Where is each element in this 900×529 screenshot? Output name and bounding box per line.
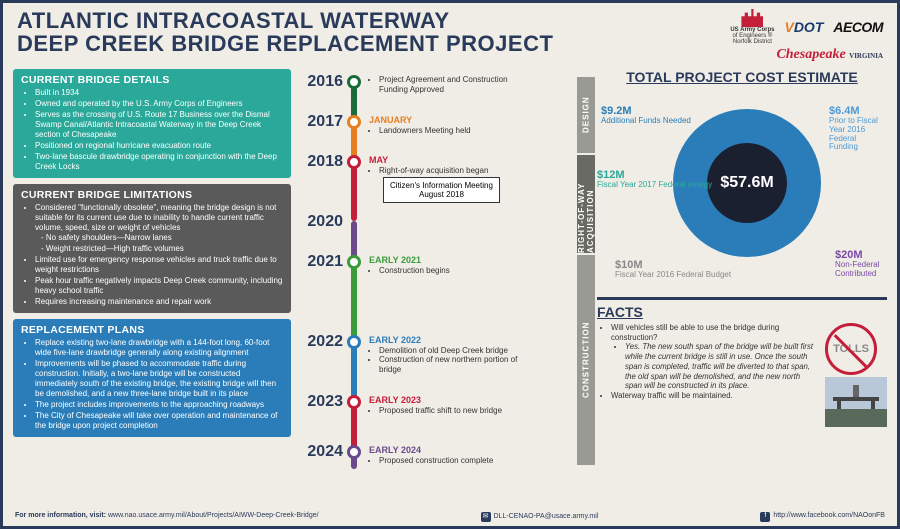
timeline-segment (351, 341, 357, 401)
timeline-dot (347, 395, 361, 409)
no-tolls-icon: TOLLS (825, 323, 877, 375)
facts-q: Will vehicles still be able to use the b… (611, 323, 819, 391)
panel-limits: CURRENT BRIDGE LIMITATIONS Considered "f… (13, 184, 291, 313)
left-column: CURRENT BRIDGE DETAILS Built in 1934Owne… (13, 69, 291, 479)
timeline-phase: RIGHT-OF-WAY ACQUISITION (577, 155, 595, 253)
timeline-year: 2017 (299, 113, 343, 131)
donut-total: $57.6M (707, 143, 787, 223)
list-item: Owned and operated by the U.S. Army Corp… (35, 99, 283, 109)
donut-chart: $57.6M $9.2MAdditional Funds Needed $6.4M… (597, 91, 887, 291)
donut-segment-label: $12MFiscal Year 2017 Federal energy (597, 169, 712, 190)
cost-title: TOTAL PROJECT COST ESTIMATE (597, 69, 887, 85)
list-item: The project includes improvements to the… (35, 400, 283, 410)
timeline-column: 2016 2017 2018 2020 2021 2022 2023 2024 Project … (299, 69, 589, 479)
page-title: ATLANTIC INTRACOASTAL WATERWAY DEEP CREE… (17, 9, 553, 55)
timeline-event: EARLY 2022Demolition of old Deep Creek b… (369, 335, 519, 375)
chesapeake-logo: Chesapeake VIRGINIA (776, 47, 883, 63)
facts-b: Waterway traffic will be maintained. (611, 391, 819, 401)
facts-title: FACTS (597, 304, 887, 320)
timeline-year: 2020 (299, 213, 343, 231)
list-item: Limited use for emergency response vehic… (35, 255, 283, 275)
donut-segment-label: $6.4MPrior to Fiscal Year 2016 Federal F… (829, 105, 887, 152)
list-item: Positioned on regional hurricane evacuat… (35, 141, 283, 151)
timeline-event: Project Agreement and Construction Fundi… (369, 75, 519, 94)
logo-block: US Army Corps of Engineers ® Norfolk Dis… (730, 9, 883, 63)
aecom-logo: AECOM (833, 19, 883, 35)
facts-a: Yes. The new south span of the bridge wi… (625, 342, 819, 391)
timeline-year: 2023 (299, 393, 343, 411)
footer: For more information, visit: www.nao.usa… (3, 512, 897, 522)
timeline-phase: CONSTRUCTION (577, 255, 595, 465)
vdot-logo: VDOT (784, 19, 823, 35)
list-item: Improvements will be phased to accommoda… (35, 359, 283, 399)
panel-details: CURRENT BRIDGE DETAILS Built in 1934Owne… (13, 69, 291, 178)
timeline-dot (347, 335, 361, 349)
timeline-callout: Citizen's Information MeetingAugust 2018 (383, 177, 500, 203)
timeline-dot (347, 155, 361, 169)
panel-facts: FACTS Will vehicles still be able to use… (597, 297, 887, 432)
list-item: Considered "functionally obsolete", mean… (35, 203, 283, 254)
timeline-event: EARLY 2021Construction begins (369, 255, 519, 275)
donut-segment-label: $9.2MAdditional Funds Needed (601, 105, 691, 126)
panel-plans: REPLACEMENT PLANS Replace existing two-l… (13, 319, 291, 437)
timeline-event: EARLY 2023Proposed traffic shift to new … (369, 395, 519, 415)
right-column: TOTAL PROJECT COST ESTIMATE $57.6M $9.2M… (597, 69, 887, 479)
castle-icon (741, 9, 763, 27)
timeline-event: JANUARYLandowners Meeting held (369, 115, 519, 135)
timeline-year: 2022 (299, 333, 343, 351)
list-item: Requires increasing maintenance and repa… (35, 297, 283, 307)
bridge-photo (825, 377, 887, 427)
list-item: The City of Chesapeake will take over op… (35, 411, 283, 431)
list-item: Peak hour traffic negatively impacts Dee… (35, 276, 283, 296)
panel-details-title: CURRENT BRIDGE DETAILS (21, 74, 283, 86)
panel-plans-title: REPLACEMENT PLANS (21, 324, 283, 336)
timeline-phase: DESIGN (577, 77, 595, 153)
timeline-segment (351, 261, 357, 341)
timeline-segment (351, 161, 357, 221)
usace-logo: US Army Corps of Engineers ® Norfolk Dis… (730, 9, 774, 45)
list-item: Built in 1934 (35, 88, 283, 98)
timeline-dot (347, 255, 361, 269)
list-item: Two-lane bascule drawbridge operating in… (35, 152, 283, 172)
email-icon: ✉ (481, 512, 491, 522)
timeline-dot (347, 75, 361, 89)
donut-segment-label: $10MFiscal Year 2016 Federal Budget (615, 259, 731, 280)
list-item: Replace existing two-lane drawbridge wit… (35, 338, 283, 358)
panel-limits-title: CURRENT BRIDGE LIMITATIONS (21, 189, 283, 201)
timeline-dot (347, 115, 361, 129)
timeline-event: MAYRight-of-way acquisition began (369, 155, 519, 175)
timeline-year: 2018 (299, 153, 343, 171)
timeline-year: 2016 (299, 73, 343, 91)
donut-segment-label: $20MNon-Federal Contributed (835, 249, 887, 279)
facebook-icon: f (760, 512, 770, 522)
timeline-event: EARLY 2024Proposed construction complete (369, 445, 519, 465)
timeline-year: 2024 (299, 443, 343, 461)
list-item: Serves as the crossing of U.S. Route 17 … (35, 110, 283, 140)
timeline-year: 2021 (299, 253, 343, 271)
timeline-dot (347, 445, 361, 459)
